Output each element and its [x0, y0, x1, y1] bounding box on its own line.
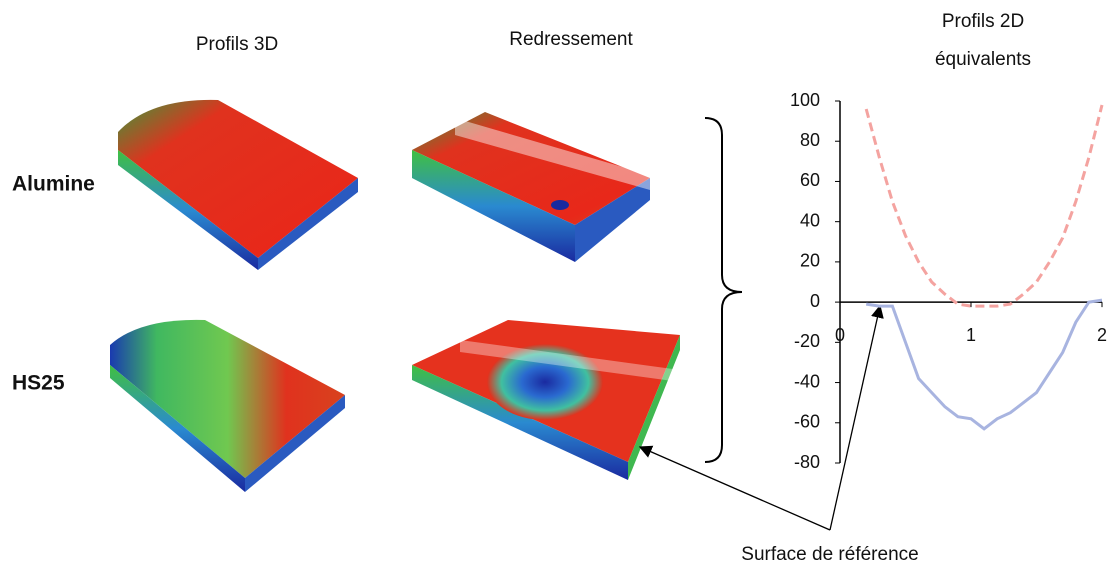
annotation: Surface de référence [741, 544, 918, 565]
series-line [865, 298, 1103, 431]
y-tick-label: 0 [810, 291, 820, 311]
x-tick-label: 1 [966, 325, 976, 345]
row-label: HS25 [12, 372, 65, 395]
y-tick-label: -60 [794, 412, 820, 432]
x-tick-label: 2 [1097, 325, 1107, 345]
y-tick-label: 40 [800, 210, 820, 230]
y-tick-label: 80 [800, 130, 820, 150]
brace [704, 117, 743, 463]
series-line [864, 104, 1104, 308]
chart-title: équivalents [935, 49, 1031, 70]
profile-image [412, 320, 680, 480]
x-tick-label: 0 [835, 325, 845, 345]
profile-image [118, 99, 358, 270]
arrow [829, 304, 884, 531]
y-tick-label: -80 [794, 452, 820, 472]
y-tick-label: 60 [800, 170, 820, 190]
y-tick-label: 20 [800, 251, 820, 271]
profile-image [110, 319, 345, 492]
y-tick-label: -20 [794, 331, 820, 351]
profile-image [412, 112, 650, 262]
line-chart: -80 -60 -40 -20 0 20 40 60 80 100 0 1 2 [790, 90, 1107, 472]
y-tick-label: -40 [794, 371, 820, 391]
column-title: Profils 3D [196, 34, 278, 55]
chart-title: Profils 2D [942, 11, 1024, 32]
row-label: Alumine [12, 173, 95, 196]
y-tick-label: 100 [790, 90, 820, 110]
column-title: Redressement [509, 29, 633, 50]
arrow [638, 445, 831, 531]
